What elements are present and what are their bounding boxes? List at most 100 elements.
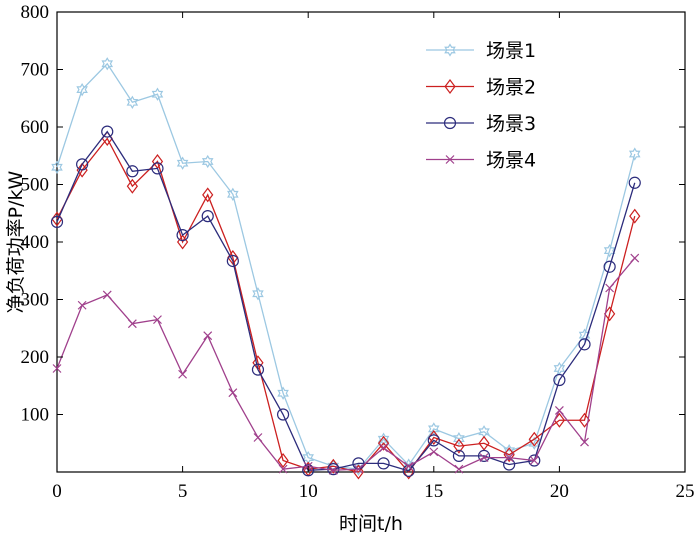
- chart-marks: [50, 57, 641, 480]
- data-point: [176, 229, 189, 242]
- data-point: [277, 386, 289, 400]
- y-axis-label: 净负荷功率P/kW: [5, 170, 27, 313]
- series-3: [50, 125, 641, 477]
- data-point: [302, 464, 315, 477]
- data-point: [377, 457, 390, 470]
- series-4: [52, 253, 640, 475]
- data-point: [528, 436, 541, 450]
- data-point: [454, 464, 464, 474]
- data-point: [429, 447, 439, 457]
- data-point: [377, 435, 390, 451]
- data-point: [178, 369, 188, 379]
- data-point: [201, 154, 214, 169]
- y-tick-label: 800: [21, 2, 50, 23]
- data-point: [253, 433, 263, 442]
- data-point: [76, 82, 88, 97]
- data-point: [277, 453, 289, 468]
- data-point: [203, 331, 213, 341]
- legend-entry: 场景3: [426, 113, 536, 135]
- data-point: [101, 57, 114, 71]
- data-point: [151, 162, 164, 175]
- data-point: [126, 178, 138, 194]
- data-point: [603, 260, 616, 273]
- legend-entry: 场景4: [426, 150, 536, 172]
- y-tick-label: 600: [21, 117, 50, 138]
- data-point: [127, 319, 137, 329]
- data-point: [202, 187, 214, 203]
- data-point: [377, 432, 390, 446]
- legend-label: 场景2: [486, 77, 536, 99]
- y-tick-label: 100: [21, 405, 50, 426]
- x-axis-label: 时间t/h: [339, 513, 403, 535]
- data-point: [102, 290, 112, 300]
- data-point: [101, 125, 114, 138]
- legend-marker: [443, 116, 457, 130]
- chart-axes: 0 5 10 15 20 25 100 200 300 400 500 600 700 800: [21, 2, 695, 502]
- data-point: [578, 328, 591, 342]
- data-point: [379, 443, 388, 453]
- data-point: [630, 253, 640, 263]
- data-point: [77, 300, 87, 310]
- y-tick-label: 300: [21, 290, 50, 311]
- data-point: [50, 215, 64, 228]
- y-tick-label: 700: [21, 60, 50, 81]
- data-point: [228, 388, 238, 398]
- y-tick-label: 500: [21, 175, 50, 196]
- data-point: [328, 465, 338, 475]
- data-point: [554, 406, 564, 415]
- legend-marker: [444, 79, 456, 94]
- legend-entry: 场景1: [426, 40, 536, 62]
- data-point: [529, 456, 539, 465]
- data-point: [503, 458, 516, 471]
- data-point: [479, 453, 489, 463]
- data-point: [504, 453, 514, 463]
- legend-box: [418, 30, 568, 180]
- data-point: [176, 156, 189, 170]
- data-point: [227, 187, 239, 201]
- data-point: [580, 437, 589, 447]
- x-tick-label: 15: [424, 481, 443, 502]
- series-line: [56, 137, 636, 474]
- data-point: [201, 210, 214, 223]
- data-point: [503, 444, 515, 458]
- data-point: [478, 435, 490, 451]
- x-tick-label: 10: [299, 481, 318, 502]
- legend-marker: [444, 43, 456, 57]
- data-point: [404, 461, 414, 471]
- legend-label: 场景4: [486, 150, 536, 172]
- legend-label: 场景3: [486, 113, 536, 135]
- y-tick-label: 200: [21, 347, 50, 368]
- data-point: [453, 438, 465, 454]
- x-tick-label: 0: [52, 481, 62, 502]
- legend-label: 场景1: [486, 40, 536, 62]
- series-line: [56, 130, 636, 472]
- data-point: [578, 338, 591, 351]
- x-tick-label: 20: [550, 481, 569, 502]
- data-point: [252, 287, 264, 301]
- data-point: [628, 147, 641, 161]
- data-point: [553, 373, 566, 387]
- legend-marker: [445, 155, 455, 164]
- data-point: [477, 449, 491, 462]
- series-line: [56, 257, 636, 471]
- data-point: [629, 208, 641, 224]
- data-point: [453, 431, 465, 446]
- data-point: [578, 412, 591, 428]
- data-point: [628, 176, 641, 189]
- data-point: [151, 87, 164, 101]
- data-point: [251, 363, 265, 376]
- y-tick-label: 400: [21, 232, 50, 253]
- data-point: [76, 162, 88, 178]
- data-point: [603, 243, 616, 258]
- x-tick-label: 5: [178, 481, 188, 502]
- legend: 场景1 场景2 场景3 场景4: [418, 30, 568, 180]
- data-point: [452, 449, 466, 462]
- data-point: [76, 158, 89, 171]
- data-point: [402, 464, 415, 477]
- data-point: [278, 464, 288, 474]
- data-point: [153, 315, 162, 325]
- data-point: [503, 447, 515, 463]
- x-tick-label: 25: [676, 481, 695, 502]
- data-point: [427, 434, 440, 447]
